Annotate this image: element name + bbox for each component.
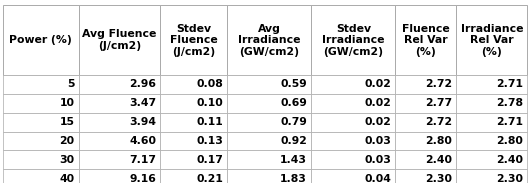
Bar: [456, 113, 527, 132]
Text: Stdev
Irradiance
(GW/cm2): Stdev Irradiance (GW/cm2): [322, 24, 385, 57]
Bar: [3, 169, 79, 183]
Bar: [456, 5, 527, 75]
Text: 7.17: 7.17: [129, 155, 156, 165]
Text: 10: 10: [60, 98, 75, 108]
Text: 0.13: 0.13: [196, 136, 223, 146]
Bar: [456, 75, 527, 94]
Bar: [456, 132, 527, 150]
Text: 0.02: 0.02: [364, 79, 391, 89]
Bar: [395, 113, 456, 132]
Text: 0.59: 0.59: [280, 79, 307, 89]
Text: Irradiance
Rel Var
(%): Irradiance Rel Var (%): [461, 24, 523, 57]
Bar: [456, 94, 527, 113]
Bar: [312, 113, 395, 132]
Text: 0.17: 0.17: [196, 155, 223, 165]
Bar: [312, 75, 395, 94]
Text: 0.02: 0.02: [364, 117, 391, 127]
Text: 2.30: 2.30: [496, 174, 523, 183]
Text: 2.80: 2.80: [425, 136, 452, 146]
Text: 2.40: 2.40: [496, 155, 523, 165]
Bar: [227, 94, 312, 113]
Bar: [227, 169, 312, 183]
Text: 40: 40: [59, 174, 75, 183]
Bar: [312, 94, 395, 113]
Bar: [456, 150, 527, 169]
Text: 0.08: 0.08: [197, 79, 223, 89]
Bar: [161, 113, 227, 132]
Bar: [3, 5, 79, 75]
Bar: [3, 150, 79, 169]
Text: 15: 15: [60, 117, 75, 127]
Bar: [161, 94, 227, 113]
Bar: [161, 75, 227, 94]
Bar: [227, 150, 312, 169]
Bar: [79, 150, 161, 169]
Text: Avg
Irradiance
(GW/cm2): Avg Irradiance (GW/cm2): [238, 24, 301, 57]
Bar: [227, 5, 312, 75]
Text: 0.92: 0.92: [280, 136, 307, 146]
Bar: [3, 132, 79, 150]
Bar: [161, 132, 227, 150]
Text: 3.94: 3.94: [129, 117, 156, 127]
Bar: [79, 113, 161, 132]
Bar: [395, 132, 456, 150]
Text: 2.80: 2.80: [496, 136, 523, 146]
Text: 2.72: 2.72: [425, 79, 452, 89]
Text: 20: 20: [59, 136, 75, 146]
Text: 2.96: 2.96: [129, 79, 156, 89]
Bar: [79, 169, 161, 183]
Text: 0.03: 0.03: [364, 155, 391, 165]
Bar: [456, 169, 527, 183]
Text: 1.43: 1.43: [280, 155, 307, 165]
Text: 30: 30: [59, 155, 75, 165]
Text: 2.30: 2.30: [425, 174, 452, 183]
Bar: [79, 132, 161, 150]
Bar: [161, 150, 227, 169]
Bar: [395, 150, 456, 169]
Text: Power (%): Power (%): [10, 35, 72, 45]
Bar: [312, 5, 395, 75]
Text: 1.83: 1.83: [280, 174, 307, 183]
Text: 0.04: 0.04: [364, 174, 391, 183]
Bar: [3, 75, 79, 94]
Bar: [395, 169, 456, 183]
Bar: [79, 94, 161, 113]
Text: 2.40: 2.40: [425, 155, 452, 165]
Bar: [161, 169, 227, 183]
Text: 2.71: 2.71: [496, 117, 523, 127]
Text: 0.10: 0.10: [197, 98, 223, 108]
Text: 2.71: 2.71: [496, 79, 523, 89]
Text: Avg Fluence
(J/cm2): Avg Fluence (J/cm2): [83, 29, 157, 51]
Bar: [3, 94, 79, 113]
Text: 0.21: 0.21: [196, 174, 223, 183]
Bar: [3, 113, 79, 132]
Text: Fluence
Rel Var
(%): Fluence Rel Var (%): [402, 24, 449, 57]
Bar: [161, 5, 227, 75]
Text: 0.03: 0.03: [364, 136, 391, 146]
Text: Stdev
Fluence
(J/cm2): Stdev Fluence (J/cm2): [170, 24, 218, 57]
Bar: [79, 75, 161, 94]
Text: 3.47: 3.47: [129, 98, 156, 108]
Text: 9.16: 9.16: [129, 174, 156, 183]
Bar: [227, 132, 312, 150]
Bar: [312, 150, 395, 169]
Bar: [312, 132, 395, 150]
Bar: [395, 94, 456, 113]
Bar: [227, 75, 312, 94]
Text: 5: 5: [67, 79, 75, 89]
Text: 0.79: 0.79: [280, 117, 307, 127]
Bar: [395, 75, 456, 94]
Text: 2.77: 2.77: [425, 98, 452, 108]
Text: 0.02: 0.02: [364, 98, 391, 108]
Bar: [395, 5, 456, 75]
Text: 4.60: 4.60: [129, 136, 156, 146]
Text: 2.72: 2.72: [425, 117, 452, 127]
Text: 0.69: 0.69: [280, 98, 307, 108]
Bar: [79, 5, 161, 75]
Bar: [227, 113, 312, 132]
Text: 0.11: 0.11: [197, 117, 223, 127]
Text: 2.78: 2.78: [496, 98, 523, 108]
Bar: [312, 169, 395, 183]
